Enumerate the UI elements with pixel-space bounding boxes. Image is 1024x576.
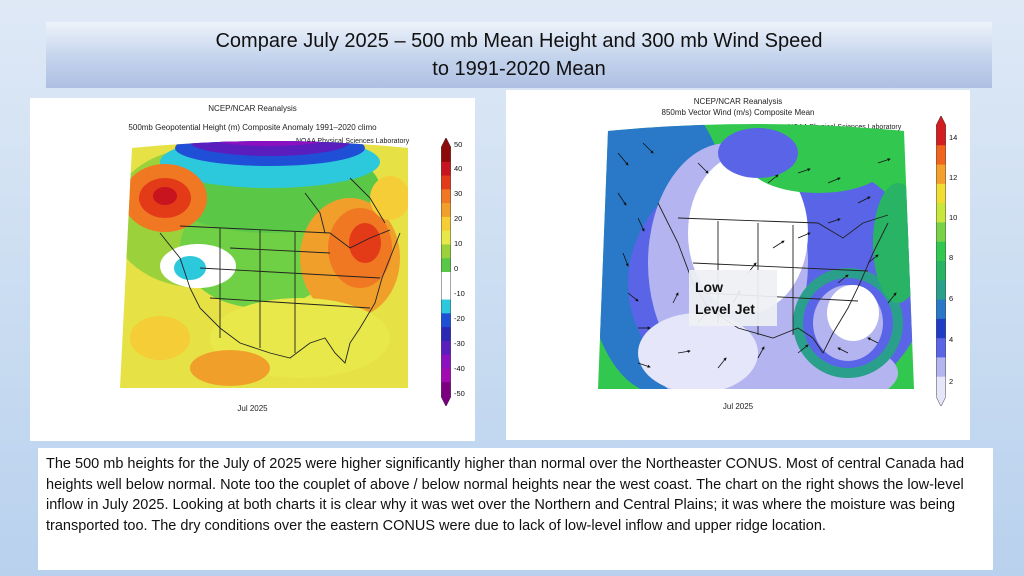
colorbar-segment xyxy=(441,203,451,218)
colorbar-bottom-arrow xyxy=(936,396,946,406)
left-subtitle: 500mb Geopotential Height (m) Composite … xyxy=(128,123,377,132)
title-line-2: to 1991-2020 Mean xyxy=(432,58,606,80)
colorbar-segment xyxy=(936,357,946,378)
right-tick-0: 14 xyxy=(949,133,958,142)
right-tick-6: 2 xyxy=(949,377,954,386)
left-tick-1: 40 xyxy=(454,164,463,173)
colorbar-bottom-arrow xyxy=(441,396,451,406)
colorbar-segment xyxy=(936,145,946,166)
colorbar-segment xyxy=(936,261,946,281)
colorbar-segment xyxy=(441,216,451,232)
right-colorbar xyxy=(935,115,947,407)
right-source-label: NCEP/NCAR Reanalysis xyxy=(693,97,783,106)
low-level-jet-annotation: Low Level Jet xyxy=(689,270,777,326)
right-tick-5: 4 xyxy=(949,335,954,344)
slide-title: Compare July 2025 – 500 mb Mean Height a… xyxy=(46,22,992,88)
colorbar-segment xyxy=(936,164,946,185)
colorbar-segment xyxy=(441,258,451,273)
left-tick-7: -20 xyxy=(454,314,465,323)
colorbar-segment xyxy=(936,126,946,146)
colorbar-top-arrow xyxy=(441,138,451,148)
colorbar-segment xyxy=(441,272,451,287)
colorbar-segment xyxy=(441,148,451,163)
right-tick-1: 12 xyxy=(949,173,958,182)
left-tick-10: -50 xyxy=(454,389,465,398)
colorbar-segment xyxy=(936,338,946,358)
colorbar-top-arrow xyxy=(936,116,946,126)
height-anomaly-map xyxy=(120,141,408,388)
description-text: The 500 mb heights for the July of 2025 … xyxy=(38,448,993,570)
colorbar-segment xyxy=(441,285,451,301)
left-colorbar xyxy=(440,137,452,407)
right-month-label: Jul 2025 xyxy=(722,402,754,411)
colorbar-segment xyxy=(441,230,451,245)
colorbar-segment xyxy=(936,280,946,301)
left-month-label: Jul 2025 xyxy=(237,404,268,413)
left-tick-6: -10 xyxy=(454,289,465,298)
right-subtitle: 850mb Vector Wind (m/s) Composite Mean xyxy=(661,108,815,117)
left-tick-2: 30 xyxy=(454,189,463,198)
colorbar-segment xyxy=(936,203,946,223)
colorbar-segment xyxy=(441,189,451,204)
colorbar-segment xyxy=(441,244,451,259)
jet-label-line-1: Low xyxy=(695,279,723,295)
left-tick-4: 10 xyxy=(454,239,463,248)
colorbar-segment xyxy=(441,313,451,328)
left-tick-5: 0 xyxy=(454,264,459,273)
left-tick-8: -30 xyxy=(454,339,465,348)
jet-label-line-2: Level Jet xyxy=(695,301,755,317)
height-anomaly-chart: NCEP/NCAR Reanalysis 500mb Geopotential … xyxy=(30,98,475,441)
colorbar-segment xyxy=(936,183,946,204)
colorbar-segment xyxy=(936,376,946,397)
colorbar-segment xyxy=(936,222,946,243)
colorbar-segment xyxy=(441,299,451,314)
right-tick-4: 6 xyxy=(949,294,954,303)
right-tick-3: 8 xyxy=(949,253,954,262)
colorbar-segment xyxy=(936,318,946,339)
left-source-label: NCEP/NCAR Reanalysis xyxy=(208,104,297,113)
colorbar-segment xyxy=(441,368,451,383)
colorbar-segment xyxy=(441,161,451,177)
vector-wind-map xyxy=(598,124,914,389)
vector-wind-chart: NCEP/NCAR Reanalysis 850mb Vector Wind (… xyxy=(506,90,970,440)
left-tick-3: 20 xyxy=(454,214,463,223)
title-line-1: Compare July 2025 – 500 mb Mean Height a… xyxy=(215,30,823,52)
left-tick-9: -40 xyxy=(454,364,465,373)
colorbar-segment xyxy=(441,175,451,190)
colorbar-segment xyxy=(441,354,451,369)
colorbar-segment xyxy=(441,340,451,356)
colorbar-segment xyxy=(936,241,946,262)
left-lab-label: NOAA Physical Sciences Laboratory xyxy=(296,138,410,145)
right-tick-2: 10 xyxy=(949,213,958,222)
colorbar-segment xyxy=(441,382,451,397)
left-tick-0: 50 xyxy=(454,140,463,149)
colorbar-segment xyxy=(936,299,946,320)
colorbar-segment xyxy=(441,327,451,342)
